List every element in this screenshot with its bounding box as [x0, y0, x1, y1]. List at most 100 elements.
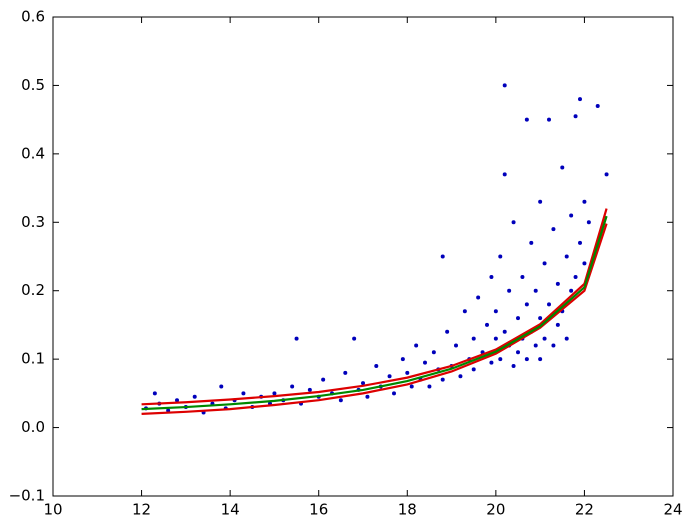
scatter-point [431, 350, 436, 355]
scatter-point [511, 220, 516, 225]
scatter-point [516, 316, 520, 321]
scatter-point [374, 363, 379, 368]
scatter-point [533, 343, 538, 348]
scatter-point [392, 391, 396, 396]
scatter-point [387, 374, 392, 379]
y-tick-label: 0.2 [21, 281, 45, 299]
scatter-point [595, 103, 600, 108]
scatter-point [352, 336, 357, 341]
scatter-point [586, 220, 591, 225]
x-tick-label: 16 [309, 501, 328, 519]
scatter-point [507, 288, 512, 293]
scatter-point [524, 357, 529, 362]
scatter-point [538, 199, 543, 204]
scatter-point [361, 381, 365, 386]
scatter-point [405, 370, 410, 375]
scatter-point [569, 288, 574, 293]
scatter-point [569, 213, 574, 218]
fit-line [141, 208, 608, 406]
scatter-point [533, 288, 538, 293]
scatter-point [502, 329, 507, 334]
scatter-point [560, 165, 565, 170]
scatter-point [489, 275, 494, 280]
scatter-point [427, 384, 432, 389]
scatter-point [529, 240, 534, 245]
fit-line [141, 223, 608, 415]
scatter-point [476, 295, 481, 300]
scatter-point [489, 360, 494, 365]
scatter-point [471, 367, 476, 372]
scatter-point [294, 336, 299, 341]
x-tick-label: 10 [43, 501, 62, 519]
scatter-point [524, 117, 529, 122]
y-tick-label: 0.3 [21, 213, 45, 231]
scatter-point [445, 329, 450, 334]
x-tick-label: 12 [132, 501, 151, 519]
scatter-point [555, 322, 560, 327]
x-tick-label: 18 [398, 501, 417, 519]
x-tick-label: 20 [486, 501, 505, 519]
scatter-point [454, 343, 458, 348]
scatter-point [551, 343, 556, 348]
y-tick-label: 0.5 [21, 76, 45, 94]
scatter-point [338, 398, 343, 403]
scatter-point [440, 377, 445, 382]
scatter-point [365, 394, 370, 399]
scatter-point [219, 384, 224, 389]
scatter-point [573, 275, 578, 280]
scatter-point [547, 302, 551, 307]
x-tick-label: 24 [663, 501, 682, 519]
scatter-point [582, 261, 587, 266]
scatter-point [307, 387, 312, 392]
scatter-point [343, 370, 348, 375]
scatter-point [538, 357, 543, 362]
scatter-point [578, 240, 582, 245]
scatter-point [409, 384, 414, 389]
scatter-point [462, 309, 467, 314]
x-tick-label: 14 [221, 501, 240, 519]
scatter-point [414, 343, 419, 348]
scatter-point [551, 227, 556, 232]
scatter-point [604, 172, 609, 177]
scatter-point [573, 114, 578, 119]
scatter-point [555, 281, 560, 286]
scatter-point [166, 408, 171, 413]
scatter-point [321, 377, 326, 382]
scatter-point [423, 360, 427, 365]
fit-line [141, 215, 608, 411]
y-tick-label: −0.1 [9, 487, 45, 505]
scatter-point [502, 172, 507, 177]
scatter-point [458, 374, 463, 379]
scatter-point [516, 350, 520, 355]
plot-frame [52, 16, 674, 497]
scatter-point [152, 391, 157, 396]
scatter-point [542, 261, 547, 266]
scatter-point [493, 309, 498, 314]
scatter-point [564, 254, 569, 259]
scatter-point [582, 199, 587, 204]
scatter-point [538, 316, 543, 321]
scatter-point [498, 254, 503, 259]
x-tick-label: 22 [575, 501, 594, 519]
scatter-point [400, 357, 405, 362]
scatter-point [471, 336, 476, 341]
scatter-point [440, 254, 445, 259]
scatter-point [192, 394, 197, 399]
scatter-point [578, 97, 582, 102]
scatter-point [485, 322, 489, 327]
scatter-point [272, 391, 277, 396]
scatter-point [542, 336, 547, 341]
scatter-point [493, 336, 498, 341]
scatter-point [564, 336, 569, 341]
scatter-point [290, 384, 295, 389]
scatter-point [511, 363, 516, 368]
scatter-point [524, 302, 529, 307]
scatter-point [520, 275, 525, 280]
y-tick-label: 0.0 [21, 418, 45, 436]
y-tick-label: 0.4 [21, 144, 45, 162]
scatter-point [241, 391, 246, 396]
scatter-point [547, 117, 551, 122]
scatter-point [175, 398, 179, 403]
scatter-point [502, 83, 507, 88]
